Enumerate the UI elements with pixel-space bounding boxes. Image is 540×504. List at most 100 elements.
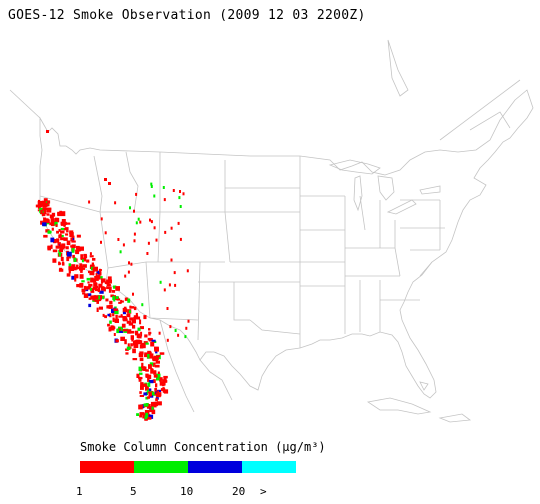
smoke-pixel <box>153 404 157 408</box>
smoke-pixel <box>185 326 188 330</box>
smoke-pixel <box>179 190 181 193</box>
smoke-pixel <box>113 285 117 289</box>
smoke-pixel <box>139 372 143 375</box>
smoke-pixel <box>92 297 97 301</box>
legend-title: Smoke Column Concentration (µg/m³) <box>80 440 326 454</box>
smoke-pixel <box>133 316 136 322</box>
smoke-pixel <box>139 415 143 418</box>
smoke-pixel <box>125 308 128 313</box>
smoke-pixel <box>155 350 158 354</box>
smoke-pixel <box>157 371 160 374</box>
smoke-pixel <box>139 319 142 325</box>
legend-tick-5: 5 <box>130 485 137 498</box>
smoke-pixel <box>61 211 66 217</box>
smoke-pixel <box>72 254 75 258</box>
smoke-pixel <box>107 276 112 281</box>
smoke-pixel <box>124 274 127 278</box>
smoke-pixel <box>148 392 152 397</box>
smoke-pixel <box>108 305 113 309</box>
smoke-pixel <box>58 252 61 257</box>
smoke-pixel <box>137 327 141 331</box>
smoke-pixel <box>152 362 155 367</box>
smoke-pixel <box>156 375 160 381</box>
smoke-pixel <box>111 290 116 293</box>
smoke-pixel <box>150 341 155 347</box>
smoke-pixel <box>124 339 127 345</box>
smoke-pixel <box>179 237 182 241</box>
smoke-pixel <box>109 320 112 324</box>
smoke-pixel <box>135 340 138 344</box>
smoke-pixel <box>71 248 75 253</box>
smoke-pixel <box>129 306 135 309</box>
smoke-pixel <box>37 200 43 206</box>
smoke-pixel <box>54 217 60 223</box>
smoke-pixel <box>153 194 156 198</box>
smoke-pixel <box>161 381 166 386</box>
smoke-pixel <box>119 330 124 333</box>
smoke-pixel <box>141 366 146 369</box>
smoke-pixel <box>153 355 159 360</box>
smoke-pixel <box>55 245 61 249</box>
smoke-pixel <box>154 364 160 368</box>
smoke-pixel <box>129 206 131 210</box>
smoke-pixel <box>148 364 152 369</box>
smoke-pixel <box>97 287 101 293</box>
smoke-pixel <box>89 252 92 256</box>
smoke-pixel <box>101 280 103 284</box>
smoke-pixel <box>89 287 92 291</box>
smoke-pixel <box>131 338 134 342</box>
smoke-pixel <box>79 282 84 288</box>
smoke-pixel <box>100 240 102 244</box>
smoke-pixel <box>132 348 136 354</box>
smoke-pixel <box>47 200 51 204</box>
smoke-pixel <box>37 204 41 209</box>
smoke-pixel <box>127 270 130 274</box>
smoke-pixel <box>114 309 119 315</box>
smoke-pixel <box>133 232 136 236</box>
smoke-pixel <box>42 222 47 227</box>
smoke-pixel <box>57 211 62 217</box>
smoke-pixel <box>107 279 112 284</box>
smoke-pixel <box>63 237 68 241</box>
smoke-pixel <box>137 217 140 221</box>
smoke-pixel <box>140 331 143 337</box>
smoke-pixel <box>139 326 144 330</box>
smoke-pixel <box>139 220 142 224</box>
smoke-pixel <box>126 313 131 318</box>
smoke-pixel <box>106 305 109 309</box>
smoke-pixel <box>59 262 62 265</box>
smoke-pixel <box>122 329 127 332</box>
smoke-pixel <box>130 343 133 347</box>
smoke-pixel <box>68 266 72 271</box>
smoke-pixel <box>143 403 149 407</box>
smoke-pixel <box>62 261 65 266</box>
smoke-pixel <box>159 381 162 386</box>
smoke-pixel <box>173 271 176 275</box>
smoke-pixel <box>92 258 96 261</box>
smoke-pixel <box>113 326 116 329</box>
smoke-pixel <box>110 294 114 298</box>
smoke-pixel <box>136 373 140 378</box>
smoke-pixel <box>93 295 99 299</box>
smoke-pixel <box>114 201 117 205</box>
smoke-pixel <box>83 257 87 262</box>
smoke-pixel <box>146 252 149 255</box>
smoke-pixel <box>79 274 84 279</box>
smoke-pixel <box>132 358 138 361</box>
lake-superior <box>328 159 381 175</box>
smoke-pixel <box>121 323 126 328</box>
smoke-pixel <box>82 264 87 268</box>
smoke-pixel <box>44 219 50 224</box>
smoke-pixel <box>170 258 173 262</box>
smoke-pixel <box>139 391 142 394</box>
smoke-pixel <box>65 222 71 225</box>
smoke-pixel <box>149 351 152 355</box>
smoke-pixel <box>47 246 50 250</box>
smoke-pixel <box>141 362 144 367</box>
smoke-pixel <box>114 296 119 299</box>
smoke-pixel <box>151 406 154 410</box>
smoke-pixel <box>106 283 110 286</box>
smoke-pixel <box>68 255 71 259</box>
smoke-pixel <box>147 404 151 409</box>
smoke-pixel <box>40 209 43 215</box>
